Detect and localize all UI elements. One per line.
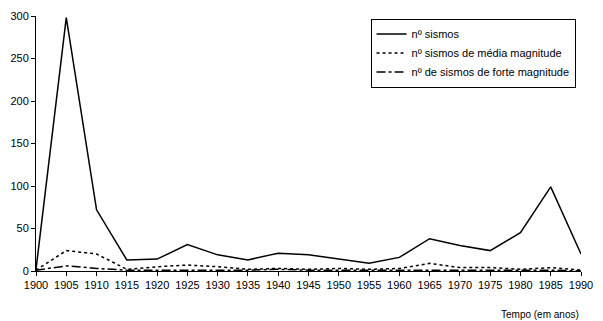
svg-text:1920: 1920 (145, 279, 169, 291)
svg-text:1910: 1910 (84, 279, 108, 291)
svg-text:1980: 1980 (508, 279, 532, 291)
svg-text:1925: 1925 (175, 279, 199, 291)
svg-text:nº de sismos de forte magnitud: nº de sismos de forte magnitude (412, 66, 570, 78)
svg-text:nº sismos: nº sismos (412, 28, 460, 40)
svg-text:1930: 1930 (205, 279, 229, 291)
svg-text:nº sismos de média magnitude: nº sismos de média magnitude (412, 47, 562, 59)
svg-text:1935: 1935 (236, 279, 260, 291)
svg-text:1965: 1965 (417, 279, 441, 291)
svg-text:1905: 1905 (54, 279, 78, 291)
svg-text:300: 300 (10, 10, 28, 22)
svg-text:150: 150 (10, 137, 28, 149)
svg-text:1915: 1915 (115, 279, 139, 291)
svg-text:1955: 1955 (357, 279, 381, 291)
svg-text:Tempo (em anos): Tempo (em anos) (501, 309, 579, 320)
svg-text:1960: 1960 (387, 279, 411, 291)
svg-text:0: 0 (23, 265, 29, 277)
svg-text:1950: 1950 (327, 279, 351, 291)
svg-text:1945: 1945 (296, 279, 320, 291)
svg-text:1900: 1900 (24, 279, 48, 291)
svg-text:1975: 1975 (478, 279, 502, 291)
svg-text:1985: 1985 (538, 279, 562, 291)
svg-text:50: 50 (17, 222, 29, 234)
svg-text:1970: 1970 (448, 279, 472, 291)
svg-text:1990: 1990 (569, 279, 593, 291)
svg-text:100: 100 (10, 180, 28, 192)
svg-text:200: 200 (10, 95, 28, 107)
svg-text:250: 250 (10, 52, 28, 64)
svg-text:1940: 1940 (266, 279, 290, 291)
